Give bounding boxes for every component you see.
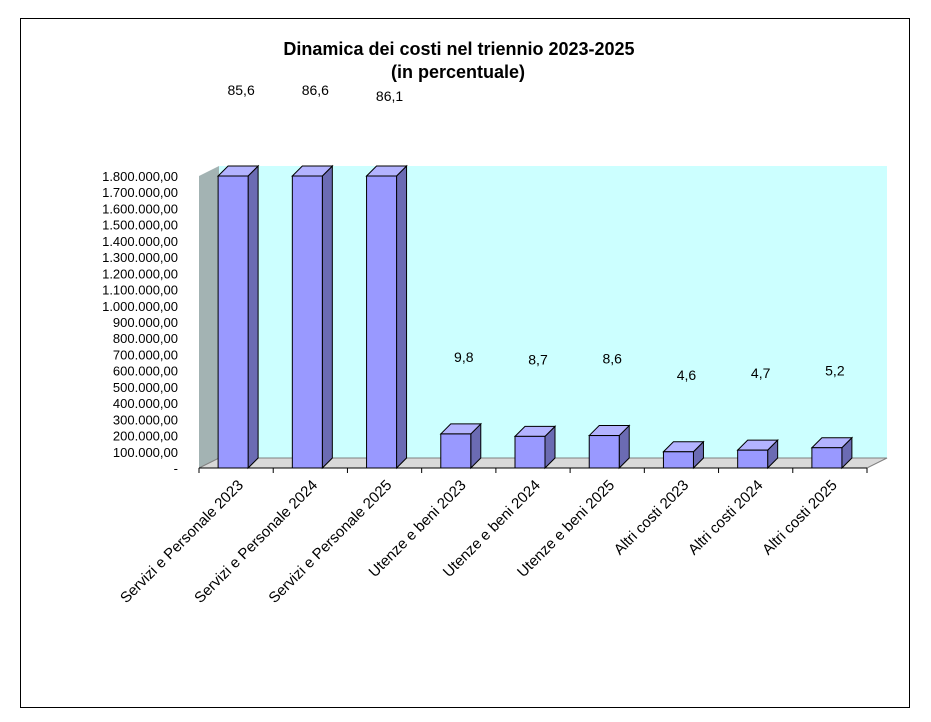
- bar-front: [440, 433, 472, 469]
- y-tick-label: 900.000,00: [113, 315, 178, 330]
- category-label: Altri costi 2024: [685, 477, 767, 559]
- bar: [588, 424, 631, 470]
- category-label: Altri costi 2023: [611, 477, 693, 559]
- y-tick-label: 800.000,00: [113, 331, 178, 346]
- chart-svg: Dinamica dei costi nel triennio 2023-202…: [102, 39, 888, 607]
- data-label: 5,2: [825, 363, 845, 379]
- y-tick-label: 1.800.000,00: [102, 169, 178, 184]
- data-label: 8,7: [528, 351, 548, 367]
- y-tick-label: 300.000,00: [113, 412, 178, 427]
- y-tick-label: 1.700.000,00: [102, 185, 178, 200]
- bar: [291, 164, 334, 470]
- y-tick-label: 1.600.000,00: [102, 201, 178, 216]
- y-tick-label: 500.000,00: [113, 380, 178, 395]
- category-label: Altri costi 2025: [759, 477, 841, 559]
- bar: [216, 164, 260, 470]
- bar-front: [514, 435, 546, 469]
- bar: [662, 440, 705, 470]
- bar-front: [366, 175, 398, 469]
- data-label: 4,7: [751, 365, 771, 381]
- bar-front: [291, 175, 323, 469]
- data-label: 8,6: [602, 351, 622, 367]
- bar-front: [588, 435, 620, 469]
- y-tick-label: 1.100.000,00: [102, 283, 178, 298]
- bar: [365, 164, 408, 470]
- y-tick-label: 100.000,00: [113, 445, 178, 460]
- y-tick-label: 200.000,00: [113, 429, 178, 444]
- bar: [810, 436, 854, 470]
- y-tick-label: 400.000,00: [113, 396, 178, 411]
- data-label: 86,1: [376, 88, 403, 104]
- data-label: 4,6: [677, 367, 697, 383]
- bar: [439, 422, 482, 470]
- y-tick-label: 1.300.000,00: [102, 250, 178, 265]
- bar-side: [247, 164, 259, 470]
- y-tick-label: -: [174, 461, 178, 476]
- y-tick-label: 1.200.000,00: [102, 266, 178, 281]
- bar-front: [737, 449, 769, 469]
- y-tick-label: 1.500.000,00: [102, 218, 178, 233]
- data-label: 85,6: [227, 82, 254, 98]
- y-tick-label: 1.400.000,00: [102, 234, 178, 249]
- bar: [736, 438, 779, 470]
- chart-title: Dinamica dei costi nel triennio 2023-202…: [283, 39, 634, 59]
- bar: [513, 425, 557, 470]
- category-label: Servizi e Personale 2024: [191, 477, 321, 607]
- side-wall: [199, 166, 219, 468]
- data-label: 86,6: [302, 82, 329, 98]
- y-tick-label: 1.000.000,00: [102, 299, 178, 314]
- y-tick-label: 600.000,00: [113, 364, 178, 379]
- chart-frame: Dinamica dei costi nel triennio 2023-202…: [20, 18, 910, 708]
- bar-side: [396, 164, 408, 470]
- bar-front: [662, 451, 694, 469]
- bar-front: [811, 447, 843, 469]
- category-label: Servizi e Personale 2023: [117, 477, 247, 607]
- y-tick-label: 700.000,00: [113, 347, 178, 362]
- chart-subtitle: (in percentuale): [391, 62, 525, 82]
- bar-front: [217, 175, 249, 469]
- data-label: 9,8: [454, 349, 474, 365]
- bar-side: [321, 164, 333, 470]
- category-label: Servizi e Personale 2025: [265, 477, 395, 607]
